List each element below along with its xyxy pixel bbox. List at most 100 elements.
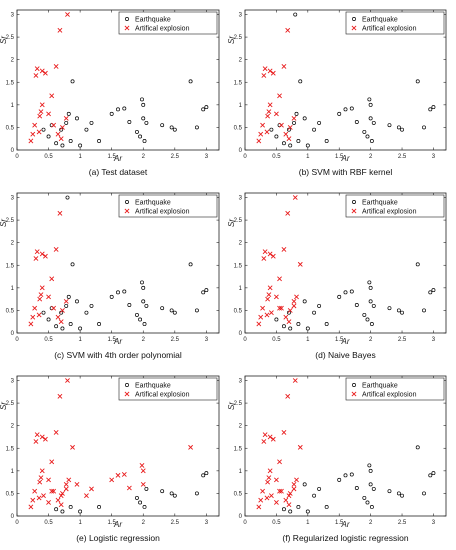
y-tick-label: 3 [11, 379, 15, 385]
subplot-caption: (b) SVM with RBF kernel [299, 167, 393, 177]
legend-label: Artifical explosion [135, 209, 190, 216]
x-tick-label: 0 [243, 337, 247, 343]
chart-panel-3: 0 0.5 1 1.5 2 2.5 300.511.522.53ArSr(c) SVM wi… [0, 193, 219, 360]
y-axis-label: Sr [0, 402, 8, 410]
x-tick-label: 0.5 [44, 154, 53, 160]
x-tick-label: 3 [205, 337, 209, 343]
y-tick-label: 2 [239, 241, 243, 247]
y-tick-label: 0.5 [234, 125, 243, 131]
x-tick-label: 2 [142, 520, 146, 526]
y-tick-label: 3 [11, 13, 15, 19]
y-tick-label: 2 [11, 241, 15, 247]
y-tick-label: 3 [239, 196, 243, 202]
x-tick-label: 2.5 [398, 520, 407, 526]
chart-panel-4: 0 0.5 1 1.5 2 2.5 3 0 0.5 1 1.5 2 2.5 3 Ar Sr (d) Naive … [227, 193, 446, 360]
y-tick-label: 1.5 [234, 446, 243, 452]
y-tick-label: 3 [239, 13, 243, 19]
y-tick-label: 1.5 [6, 446, 15, 452]
chart-panel-2: 0 0.5 1 1.5 2 2.5 300.511.522.53ArSr(b) SVM wi… [227, 10, 446, 177]
x-tick-label: 0.5 [272, 337, 281, 343]
y-tick-label: 0.5 [6, 491, 15, 497]
x-tick-label: 2 [369, 337, 373, 343]
x-tick-label: 0.5 [44, 337, 53, 343]
legend-label: Artifical explosion [135, 26, 190, 33]
x-axis-label: Ar [113, 520, 122, 529]
chart-panel-1: 0 0.5 1 1.5 2 2.5 300.511.522.53ArSr(a) Test d… [0, 10, 219, 177]
x-tick-label: 2.5 [171, 154, 180, 160]
x-tick-label: 0 [243, 154, 247, 160]
x-tick-label: 2.5 [398, 337, 407, 343]
y-tick-label: 0.5 [6, 125, 15, 131]
x-axis-label: Ar [341, 154, 350, 163]
legend-label: Earthquake [362, 383, 398, 390]
legend: Earthquake Artifical explosion [119, 195, 217, 217]
x-tick-label: 2 [369, 520, 373, 526]
y-tick-label: 1 [239, 103, 243, 109]
y-tick-label: 2 [239, 58, 243, 64]
x-tick-label: 1 [306, 154, 310, 160]
legend: Earthquake Artifical explosion [346, 12, 444, 34]
legend: Earthquake Artifical explosion [119, 12, 217, 34]
legend-label: Earthquake [362, 17, 398, 24]
legend-label: Earthquake [135, 200, 171, 207]
x-tick-label: 1 [306, 520, 310, 526]
y-axis-label: Sr [227, 402, 236, 410]
y-axis-label: Sr [0, 36, 8, 44]
x-axis-label: Ar [113, 154, 122, 163]
y-tick-label: 0 [11, 331, 15, 337]
x-tick-label: 3 [205, 154, 209, 160]
legend-label: Earthquake [362, 200, 398, 207]
legend-label: Artifical explosion [135, 392, 190, 399]
x-tick-label: 2 [142, 154, 146, 160]
y-tick-label: 2 [11, 424, 15, 430]
x-tick-label: 0 [15, 337, 19, 343]
legend-label: Artifical explosion [362, 26, 417, 33]
x-tick-label: 2.5 [171, 520, 180, 526]
x-tick-label: 3 [432, 154, 436, 160]
x-axis-label: Ar [341, 520, 350, 529]
chart-panel-6: 0 0.5 1 1.5 2 2.5 300.511.522.53ArSr(f) Regula… [227, 376, 446, 543]
legend-label: Artifical explosion [362, 209, 417, 216]
y-axis-label: Sr [0, 219, 8, 227]
x-tick-label: 2 [142, 337, 146, 343]
x-tick-label: 3 [432, 520, 436, 526]
x-tick-label: 2.5 [171, 337, 180, 343]
legend-label: Artifical explosion [362, 392, 417, 399]
x-tick-label: 0.5 [272, 520, 281, 526]
x-tick-label: 1 [78, 337, 82, 343]
y-tick-label: 1 [239, 286, 243, 292]
x-tick-label: 1 [78, 154, 82, 160]
x-tick-label: 2 [369, 154, 373, 160]
x-tick-label: 2.5 [398, 154, 407, 160]
y-tick-label: 1.5 [6, 263, 15, 269]
y-tick-label: 0.5 [234, 308, 243, 314]
y-tick-label: 3 [11, 196, 15, 202]
x-tick-label: 0.5 [272, 154, 281, 160]
y-tick-label: 2 [239, 424, 243, 430]
x-tick-label: 0 [15, 154, 19, 160]
legend: Earthquake Artifical explosion [346, 195, 444, 217]
legend-label: Earthquake [135, 383, 171, 390]
x-tick-label: 1 [306, 337, 310, 343]
x-tick-label: 0.5 [44, 520, 53, 526]
y-tick-label: 1 [11, 286, 15, 292]
x-tick-label: 3 [205, 520, 209, 526]
y-tick-label: 1.5 [234, 263, 243, 269]
y-tick-label: 1 [11, 103, 15, 109]
y-tick-label: 2 [11, 58, 15, 64]
chart-panel-5: 0 0.5 1 1.5 2 2.5 300.511.522.53ArSr(e) Logist… [0, 376, 219, 543]
y-axis-label: Sr [227, 219, 236, 227]
subplot-caption: (a) Test dataset [89, 167, 148, 177]
y-tick-label: 0 [239, 331, 243, 337]
y-tick-label: 0 [11, 514, 15, 520]
legend: Earthquake Artifical explosion [119, 378, 217, 400]
subplot-caption: (e) Logistic regression [76, 533, 160, 543]
x-tick-label: 3 [432, 337, 436, 343]
y-tick-label: 0 [239, 514, 243, 520]
y-tick-label: 0 [239, 148, 243, 154]
y-tick-label: 1 [11, 469, 15, 475]
y-tick-label: 1.5 [234, 80, 243, 86]
subplot-caption: (d) Naive Bayes [315, 350, 375, 360]
y-tick-label: 1 [239, 469, 243, 475]
x-tick-label: 0 [243, 520, 247, 526]
